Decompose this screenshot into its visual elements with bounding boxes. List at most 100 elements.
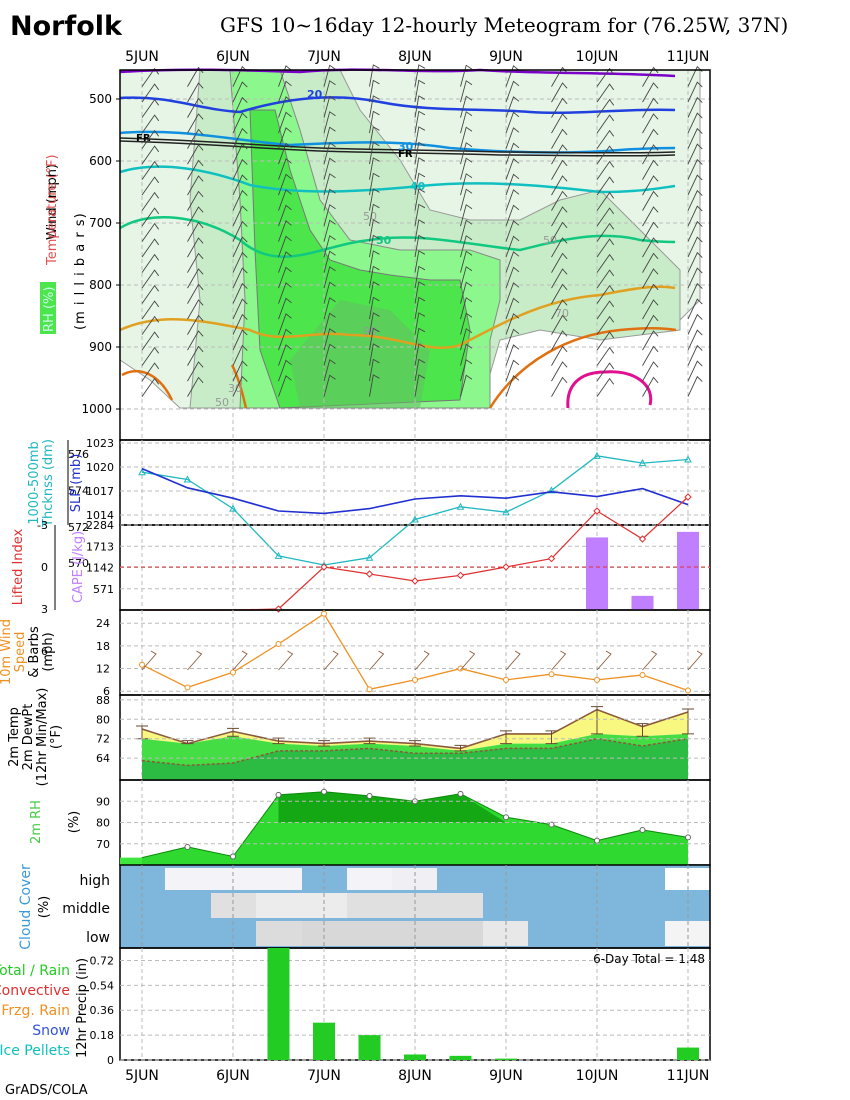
wind-barb (141, 83, 160, 103)
pressure-tick-label: 1000 (81, 402, 112, 416)
wind-barb (187, 252, 204, 273)
wind-barb (323, 374, 336, 397)
wind-barb (642, 252, 659, 273)
wind-barb (460, 157, 473, 180)
wind-barb (505, 189, 520, 211)
upper-wind-label: Wind (mph) (45, 164, 60, 240)
wind-barb (642, 175, 659, 196)
wind-barb (187, 221, 204, 242)
wind-barb (369, 157, 380, 180)
cloud-level-label: middle (62, 901, 110, 917)
wind-point (366, 686, 373, 693)
wind-barb (323, 219, 336, 242)
pressure-tick-label: 500 (89, 92, 112, 106)
wind-barb (369, 203, 380, 227)
wind-barb (278, 344, 292, 366)
x-bottom-label: 8JUN (398, 1068, 432, 1084)
wind-barb (505, 80, 520, 103)
wind-barb (642, 376, 659, 397)
wind-barb (642, 268, 659, 289)
isotherm-20 (119, 96, 676, 114)
cloud-block (302, 921, 483, 946)
wind-barb (460, 266, 473, 289)
freezing-label-left: FR (136, 133, 151, 144)
wind-barb (232, 344, 248, 366)
isotherm-label-30: 30 (398, 140, 414, 153)
temp-range-bar (454, 744, 467, 752)
wind-barb (141, 300, 160, 320)
wind-barb (141, 145, 160, 165)
wind-barb (596, 315, 615, 335)
rh-point (639, 826, 646, 833)
wind-barb (141, 362, 160, 382)
rh-point (548, 821, 555, 828)
wind-barb (460, 126, 473, 149)
wind-barb (642, 283, 659, 304)
wind10m-barb (414, 650, 430, 671)
wind-barb (505, 282, 520, 304)
wind-barb (187, 376, 204, 397)
wind-barb (323, 64, 336, 87)
wind-barb (141, 377, 160, 397)
wind10m-barb (323, 650, 339, 671)
wind-barb (141, 269, 160, 289)
wind-barb (187, 237, 204, 258)
wind-barb (687, 220, 703, 242)
rh-point (184, 843, 191, 850)
wind-barb (596, 284, 615, 304)
wind-barb (278, 142, 292, 165)
wind-barb (596, 98, 615, 118)
precip-legend-item: Snow (32, 1023, 70, 1039)
wind-barb (414, 374, 426, 397)
wind-barb (141, 114, 160, 134)
cloud-level-label: high (79, 873, 110, 889)
wind-tick: 6 (103, 685, 110, 698)
wind-barb (278, 158, 292, 180)
wind-barb (596, 83, 615, 103)
wind-barb (369, 188, 380, 211)
wind-barb (460, 297, 473, 320)
wind-barb (141, 346, 160, 366)
wind-barb (551, 314, 568, 335)
wind-barb (687, 375, 703, 397)
wind-barb (232, 251, 248, 273)
temp-tick: 80 (96, 713, 110, 726)
wind-barb (551, 144, 568, 165)
wind-barb (414, 219, 426, 242)
upper-temp-label: Temperature (°F) (45, 154, 60, 266)
wind-barb (505, 158, 520, 180)
wind-barb (414, 110, 426, 134)
wind10m-barb (278, 650, 294, 671)
cape-tick: 2284 (86, 519, 114, 532)
wind-barb (596, 67, 615, 87)
wind-barb (414, 157, 426, 180)
wind-barb (232, 236, 248, 258)
thickness-tick: 570 (68, 557, 89, 570)
li-point (593, 507, 601, 515)
rh-label-70: 70 (555, 307, 569, 320)
wind-barb (642, 361, 659, 382)
wind-barb (323, 250, 336, 273)
thickness-point (365, 553, 374, 561)
thickness-point (684, 455, 692, 463)
wind-barb (369, 219, 380, 242)
cape-tick: 1713 (86, 540, 114, 553)
wind-barb (687, 158, 703, 180)
x-bottom-label: 6JUN (216, 1068, 250, 1084)
li-tick: 0 (41, 561, 48, 574)
thickness-point (456, 502, 465, 510)
wind-barb (323, 80, 336, 103)
slp-axis-label: SLP (mb) (69, 454, 84, 513)
wind-barb (369, 281, 380, 304)
precip-tick: 0.54 (90, 979, 115, 992)
cape-bar (586, 537, 608, 610)
footer-credit: GrADS/COLA (5, 1083, 88, 1098)
wind-barb (551, 361, 568, 382)
wind-barb (551, 252, 568, 273)
wind-barb (642, 221, 659, 242)
x-bottom-label: 5JUN (125, 1068, 159, 1084)
wind-barb (596, 160, 615, 180)
wind-barb (642, 206, 659, 227)
wind-barb (141, 222, 160, 242)
